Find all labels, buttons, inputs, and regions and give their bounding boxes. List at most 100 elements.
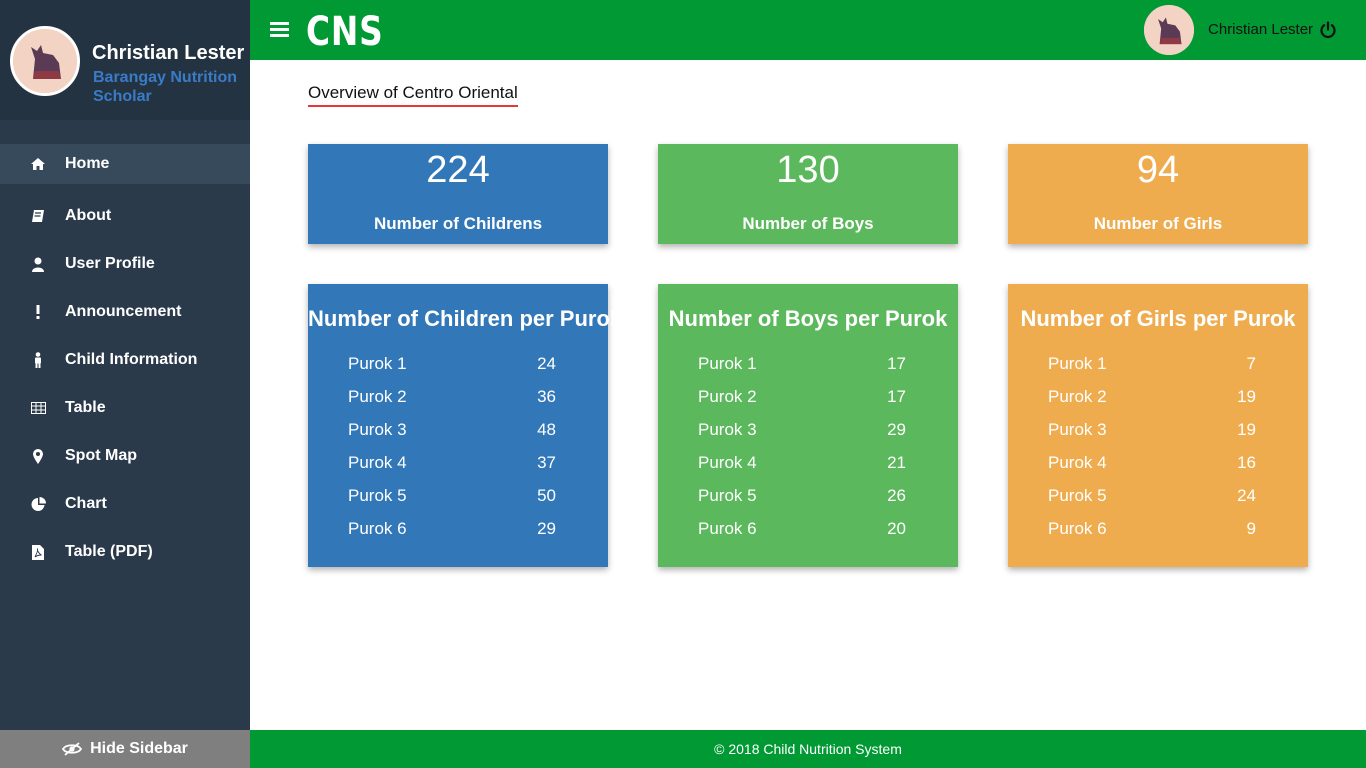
pie-chart-icon xyxy=(29,495,47,513)
purok-name: Purok 1 xyxy=(1048,354,1107,373)
sidebar-item-label: Spot Map xyxy=(65,447,137,464)
purok-name: Purok 2 xyxy=(348,387,407,406)
purok-count: 37 xyxy=(537,453,556,472)
list-item: Purok 6 20 xyxy=(698,519,906,552)
list-item: Purok 1 24 xyxy=(348,354,556,387)
purok-count: 48 xyxy=(537,420,556,439)
sidebar-item-spot-map[interactable]: Spot Map xyxy=(0,432,250,480)
sidebar-profile: Christian Lester Barangay Nutrition Scho… xyxy=(0,0,250,120)
power-icon[interactable] xyxy=(1319,21,1337,39)
avatar xyxy=(10,26,80,96)
header-user-name[interactable]: Christian Lester xyxy=(1208,21,1314,38)
home-icon xyxy=(29,155,47,173)
list-item: Purok 3 48 xyxy=(348,420,556,453)
purok-name: Purok 2 xyxy=(1048,387,1107,406)
sidebar-item-child-information[interactable]: Child Information xyxy=(0,336,250,384)
sidebar-user-role: Barangay Nutrition Scholar xyxy=(93,69,238,105)
list-item: Purok 4 16 xyxy=(1048,453,1256,486)
sidebar-item-label: Home xyxy=(65,155,110,172)
list-item: Purok 2 36 xyxy=(348,387,556,420)
list-item: Purok 2 17 xyxy=(698,387,906,420)
hide-sidebar-label: Hide Sidebar xyxy=(90,740,188,757)
stat-value: 94 xyxy=(1136,149,1180,191)
sidebar-item-table[interactable]: Table xyxy=(0,384,250,432)
stat-label: Number of Boys xyxy=(742,214,874,233)
purok-list: Purok 1 7 Purok 2 19 Purok 3 19 Purok 4 16 P… xyxy=(1048,354,1256,552)
sidebar-item-table-pdf[interactable]: Table (PDF) xyxy=(0,528,250,576)
sidebar-item-label: Announcement xyxy=(65,303,182,320)
purok-count: 26 xyxy=(887,486,906,505)
children-per-purok-card: Number of Children per Purok Purok 1 24 P… xyxy=(308,284,623,567)
card-title: Number of Children per Purok xyxy=(308,306,623,331)
overview-title: Overview of Centro Oriental xyxy=(308,83,518,107)
stat-value: 130 xyxy=(776,149,840,191)
purok-name: Purok 5 xyxy=(348,486,407,505)
purok-count: 17 xyxy=(887,354,906,373)
purok-count: 36 xyxy=(537,387,556,406)
list-item: Purok 3 29 xyxy=(698,420,906,453)
purok-name: Purok 1 xyxy=(698,354,757,373)
purok-list: Purok 1 24 Purok 2 36 Purok 3 48 Purok 4 37 … xyxy=(348,354,556,552)
purok-name: Purok 3 xyxy=(1048,420,1107,439)
purok-name: Purok 3 xyxy=(348,420,407,439)
purok-count: 20 xyxy=(887,519,906,538)
purok-count: 29 xyxy=(887,420,906,439)
purok-count: 21 xyxy=(887,453,906,472)
stat-card-girls: 94 Number of Girls xyxy=(1008,144,1308,244)
stat-card-boys: 130 Number of Boys xyxy=(658,144,958,244)
purok-list: Purok 1 17 Purok 2 17 Purok 3 29 Purok 4 21 … xyxy=(698,354,906,552)
purok-count: 9 xyxy=(1246,519,1256,538)
top-header: CNS Christian Lester xyxy=(250,0,1366,60)
list-item: Purok 5 26 xyxy=(698,486,906,519)
user-icon xyxy=(29,255,47,273)
hamburger-menu-icon[interactable] xyxy=(270,22,289,38)
list-item: Purok 1 7 xyxy=(1048,354,1256,387)
app-title: CNS xyxy=(306,9,384,55)
list-item: Purok 4 21 xyxy=(698,453,906,486)
stat-value: 224 xyxy=(426,149,490,191)
purok-name: Purok 2 xyxy=(698,387,757,406)
list-item: Purok 2 19 xyxy=(1048,387,1256,420)
sidebar-item-label: Child Information xyxy=(65,351,198,368)
boys-per-purok-card: Number of Boys per Purok Purok 1 17 Purok… xyxy=(658,284,958,567)
sidebar-item-label: Table xyxy=(65,399,106,416)
purok-name: Purok 4 xyxy=(1048,453,1107,472)
list-item: Purok 6 9 xyxy=(1048,519,1256,552)
sidebar-item-home[interactable]: Home xyxy=(0,144,250,184)
sidebar-item-user-profile[interactable]: User Profile xyxy=(0,240,250,288)
header-avatar[interactable] xyxy=(1144,5,1194,55)
purok-count: 17 xyxy=(887,387,906,406)
sidebar-item-label: Chart xyxy=(65,495,107,512)
list-item: Purok 5 50 xyxy=(348,486,556,519)
purok-name: Purok 4 xyxy=(348,453,407,472)
sidebar-user-name: Christian Lester xyxy=(92,42,245,64)
purok-count: 19 xyxy=(1237,420,1256,439)
hide-sidebar-button[interactable]: Hide Sidebar xyxy=(0,730,250,768)
purok-count: 24 xyxy=(537,354,556,373)
purok-count: 29 xyxy=(537,519,556,538)
exclamation-icon xyxy=(29,303,47,321)
map-marker-icon xyxy=(29,447,47,465)
purok-count: 50 xyxy=(537,486,556,505)
sidebar-item-about[interactable]: About xyxy=(0,192,250,240)
purok-name: Purok 6 xyxy=(1048,519,1107,538)
card-title: Number of Boys per Purok xyxy=(668,306,948,331)
girls-per-purok-card: Number of Girls per Purok Purok 1 7 Purok… xyxy=(1008,284,1308,567)
stat-card-children: 224 Number of Childrens xyxy=(308,144,608,244)
purok-count: 7 xyxy=(1246,354,1256,373)
sidebar-item-label: About xyxy=(65,207,112,224)
purok-name: Purok 3 xyxy=(698,420,757,439)
sidebar-item-label: Table (PDF) xyxy=(65,543,153,560)
sidebar-item-announcement[interactable]: Announcement xyxy=(0,288,250,336)
purok-count: 19 xyxy=(1237,387,1256,406)
stat-label: Number of Childrens xyxy=(373,214,543,233)
eye-slash-icon xyxy=(62,742,83,756)
purok-name: Purok 6 xyxy=(698,519,757,538)
child-icon xyxy=(29,351,47,369)
sidebar-item-chart[interactable]: Chart xyxy=(0,480,250,528)
list-item: Purok 6 29 xyxy=(348,519,556,552)
pdf-file-icon xyxy=(29,543,47,561)
card-title: Number of Girls per Purok xyxy=(1020,306,1296,331)
footer-copyright: © 2018 Child Nutrition System xyxy=(714,741,902,757)
list-item: Purok 1 17 xyxy=(698,354,906,387)
